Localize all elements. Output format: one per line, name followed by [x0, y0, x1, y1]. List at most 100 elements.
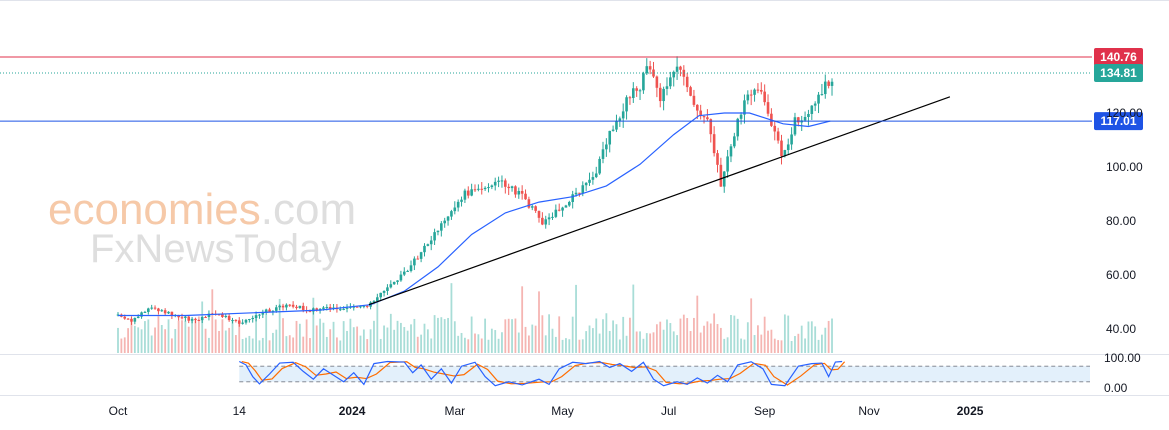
candle-body[interactable]: [662, 88, 665, 102]
candle-body[interactable]: [632, 88, 635, 98]
candle-body[interactable]: [544, 219, 548, 225]
candle-body[interactable]: [588, 179, 591, 183]
candle-body[interactable]: [322, 307, 325, 309]
trendline[interactable]: [368, 96, 951, 306]
candle-body[interactable]: [574, 192, 578, 195]
candle-body[interactable]: [254, 315, 258, 318]
candle-body[interactable]: [534, 206, 537, 211]
candle-body[interactable]: [473, 189, 477, 191]
candle-body[interactable]: [392, 281, 396, 285]
candle-body[interactable]: [679, 66, 682, 70]
candle-body[interactable]: [500, 180, 504, 182]
candle-body[interactable]: [507, 186, 510, 189]
candle-body[interactable]: [807, 113, 810, 117]
candle-body[interactable]: [163, 310, 167, 314]
candle-body[interactable]: [726, 156, 729, 172]
candle-body[interactable]: [689, 87, 692, 96]
candle-body[interactable]: [355, 306, 359, 308]
candle-body[interactable]: [780, 140, 783, 157]
candle-body[interactable]: [618, 118, 622, 121]
candle-body[interactable]: [722, 171, 726, 187]
candle-body[interactable]: [763, 91, 766, 103]
candle-body[interactable]: [207, 313, 211, 318]
candle-body[interactable]: [345, 307, 349, 309]
candle-body[interactable]: [675, 66, 679, 72]
candle-body[interactable]: [719, 164, 723, 187]
candle-body[interactable]: [753, 89, 756, 95]
candle-body[interactable]: [389, 284, 393, 288]
candle-body[interactable]: [130, 318, 133, 322]
candle-body[interactable]: [652, 69, 655, 77]
candle-body[interactable]: [413, 258, 416, 266]
candle-body[interactable]: [591, 177, 595, 180]
candle-body[interactable]: [180, 317, 184, 319]
candle-body[interactable]: [453, 207, 457, 212]
candle-body[interactable]: [736, 118, 740, 137]
candle-body[interactable]: [578, 192, 581, 194]
candle-body[interactable]: [456, 201, 460, 208]
candle-body[interactable]: [648, 66, 652, 70]
candle-body[interactable]: [783, 150, 787, 157]
candle-body[interactable]: [372, 301, 376, 303]
candle-body[interactable]: [153, 307, 157, 309]
candle-body[interactable]: [571, 194, 574, 203]
candle-body[interactable]: [278, 305, 281, 308]
candle-body[interactable]: [483, 187, 487, 190]
candle-body[interactable]: [813, 103, 817, 106]
candle-body[interactable]: [537, 210, 541, 218]
candle-body[interactable]: [147, 308, 150, 312]
candle-body[interactable]: [248, 319, 251, 321]
candle-body[interactable]: [672, 71, 676, 78]
candle-body[interactable]: [490, 185, 494, 188]
candle-body[interactable]: [776, 131, 780, 141]
candle-body[interactable]: [601, 149, 605, 159]
candle-body[interactable]: [460, 199, 463, 202]
candle-body[interactable]: [231, 319, 234, 321]
candle-body[interactable]: [382, 290, 386, 293]
candle-body[interactable]: [665, 86, 669, 89]
candle-body[interactable]: [251, 317, 255, 320]
candle-body[interactable]: [817, 94, 820, 104]
candle-body[interactable]: [746, 94, 750, 101]
candle-body[interactable]: [541, 217, 544, 225]
candle-body[interactable]: [221, 314, 224, 317]
candle-body[interactable]: [426, 244, 430, 246]
candle-body[interactable]: [436, 230, 440, 233]
candle-body[interactable]: [480, 188, 484, 190]
candle-body[interactable]: [827, 81, 830, 86]
candle-body[interactable]: [386, 287, 389, 291]
candle-body[interactable]: [803, 116, 807, 121]
candle-body[interactable]: [126, 318, 130, 320]
candle-body[interactable]: [749, 94, 753, 96]
candle-body[interactable]: [133, 317, 137, 322]
candle-body[interactable]: [399, 274, 403, 281]
candle-body[interactable]: [200, 317, 204, 321]
candle-body[interactable]: [365, 305, 369, 307]
candle-body[interactable]: [190, 318, 194, 321]
candle-body[interactable]: [557, 209, 561, 211]
candle-body[interactable]: [638, 90, 642, 92]
candle-body[interactable]: [642, 73, 645, 91]
candle-body[interactable]: [759, 89, 763, 92]
candle-body[interactable]: [786, 144, 790, 151]
candle-body[interactable]: [645, 66, 649, 74]
candle-body[interactable]: [237, 320, 241, 324]
candle-body[interactable]: [177, 315, 180, 318]
candle-body[interactable]: [376, 297, 379, 302]
candle-body[interactable]: [527, 199, 531, 208]
candle-body[interactable]: [517, 191, 521, 195]
candle-body[interactable]: [167, 311, 170, 314]
candle-body[interactable]: [766, 102, 770, 114]
candle-body[interactable]: [487, 187, 490, 189]
candle-body[interactable]: [406, 270, 409, 272]
candle-body[interactable]: [729, 146, 733, 157]
candle-body[interactable]: [594, 173, 598, 178]
candle-body[interactable]: [584, 182, 588, 186]
candle-body[interactable]: [581, 185, 585, 194]
candle-body[interactable]: [450, 211, 453, 217]
candlesticks[interactable]: [116, 56, 834, 327]
candle-body[interactable]: [625, 97, 628, 112]
candle-body[interactable]: [244, 319, 248, 323]
candle-body[interactable]: [325, 306, 329, 308]
candle-body[interactable]: [699, 110, 702, 117]
